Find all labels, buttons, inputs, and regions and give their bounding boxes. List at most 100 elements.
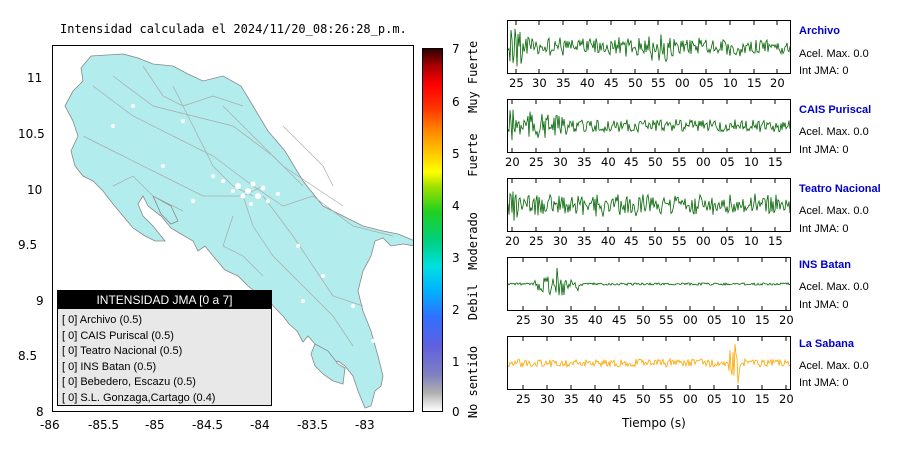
waveform-svg	[508, 100, 790, 152]
colorbar-tick: 5	[452, 147, 460, 161]
waveform-time-tick: 50	[636, 313, 651, 327]
map-ytick: 8.5	[18, 349, 38, 363]
station-name[interactable]: CAIS Puriscal	[799, 104, 872, 116]
legend-item: [ 0] Bebedero, Escazu (0.5)	[62, 376, 196, 388]
waveform-svg	[508, 179, 790, 231]
map-ytick: 8	[36, 405, 44, 419]
waveform-time-tick: 35	[564, 392, 579, 406]
waveform-panel-teatro-nacional[interactable]	[507, 178, 791, 232]
legend-item: [ 0] Teatro Nacional (0.5)	[62, 345, 183, 357]
map-xtick: -85.5	[88, 418, 120, 432]
waveform-time-tick: 35	[556, 76, 571, 90]
map-xtick: -84	[250, 418, 270, 432]
waveform-time-tick: 55	[672, 155, 687, 169]
waveform-time-tick: 40	[601, 155, 616, 169]
colorbar-tick: 4	[452, 199, 460, 213]
waveform-time-tick: 45	[604, 76, 619, 90]
legend-item: [ 0] INS Batan (0.5)	[62, 360, 157, 373]
station-acel: Acel. Max. 0.0	[799, 126, 869, 138]
station-name[interactable]: INS Batan	[799, 259, 851, 271]
waveform-time-tick: 50	[636, 392, 651, 406]
legend-item: [ 0] Archivo (0.5)	[62, 314, 143, 326]
station-name[interactable]: Teatro Nacional	[799, 183, 881, 195]
colorbar-tick: 1	[452, 355, 460, 369]
waveform-time-tick: 00	[683, 392, 698, 406]
station-name[interactable]: La Sabana	[799, 338, 855, 350]
costa-rica-land	[64, 53, 413, 409]
colorbar-tick: 2	[452, 303, 460, 317]
waveform-time-tick: 20	[505, 234, 520, 248]
costa-rica-map-svg	[64, 53, 413, 409]
waveform-svg	[508, 21, 790, 73]
waveform-time-tick: 40	[580, 76, 595, 90]
waveform-time-tick: 40	[601, 234, 616, 248]
colorbar-label: Moderado	[466, 212, 480, 270]
waveform-time-tick: 15	[768, 234, 783, 248]
waveform-time-tick: 40	[588, 392, 603, 406]
legend-item: [ 0] S.L. Gonzaga,Cartago (0.4)	[62, 391, 216, 404]
waveform-time-tick: 25	[509, 76, 524, 90]
waveform-panel-la-sabana[interactable]	[507, 336, 791, 390]
waveform-time-tick: 30	[540, 313, 555, 327]
map-xtick: -83.5	[297, 418, 329, 432]
waveform-time-tick: 05	[707, 392, 722, 406]
colorbar-tick: 6	[452, 95, 460, 109]
waveform-time-tick: 30	[540, 392, 555, 406]
colorbar-label: No sentido	[466, 345, 480, 419]
waveform-trace	[508, 109, 790, 141]
colorbar-label: Debil	[466, 283, 480, 321]
osa-peninsula	[310, 343, 346, 385]
waveform-time-tick: 20	[505, 155, 520, 169]
station-int: Int JMA: 0	[799, 144, 849, 156]
waveform-time-tick: 20	[779, 313, 794, 327]
station-acel: Acel. Max. 0.0	[799, 48, 869, 60]
waveform-time-tick: 05	[699, 76, 714, 90]
waveform-time-tick: 25	[516, 313, 531, 327]
waveform-time-tick: 35	[577, 234, 592, 248]
waveform-time-tick: 45	[612, 392, 627, 406]
waveform-time-tick: 10	[723, 76, 738, 90]
waveform-trace	[508, 343, 790, 384]
waveform-time-tick: 05	[720, 155, 735, 169]
waveform-time-tick: 25	[516, 392, 531, 406]
station-int: Int JMA: 0	[799, 299, 849, 311]
map-ytick: 10	[27, 183, 43, 197]
station-acel: Acel. Max. 0.0	[799, 281, 869, 293]
waveform-time-tick: 45	[624, 234, 639, 248]
intensity-colorbar	[422, 48, 443, 412]
road-network	[82, 65, 394, 347]
station-int: Int JMA: 0	[799, 65, 849, 77]
waveform-time-tick: 25	[529, 155, 544, 169]
waveform-time-tick: 00	[696, 155, 711, 169]
waveform-panel-cais-puriscal[interactable]	[507, 99, 791, 153]
waveform-time-tick: 55	[659, 392, 674, 406]
station-int: Int JMA: 0	[799, 377, 849, 389]
waveform-time-tick: 55	[672, 234, 687, 248]
time-axis-label: Tiempo (s)	[622, 416, 686, 430]
waveform-time-tick: 50	[648, 155, 663, 169]
waveform-time-tick: 45	[624, 155, 639, 169]
waveform-time-tick: 30	[532, 76, 547, 90]
waveform-time-tick: 15	[768, 155, 783, 169]
waveform-trace	[508, 191, 790, 221]
map-xtick: -85	[145, 418, 165, 432]
map-xtick: -84.5	[192, 418, 224, 432]
waveform-panel-ins-batan[interactable]	[507, 257, 791, 311]
waveform-panel-archivo[interactable]	[507, 20, 791, 74]
map-ytick: 10.5	[18, 127, 45, 141]
nicoya-gulf-island	[152, 195, 179, 225]
colorbar-tick: 0	[452, 405, 460, 419]
waveform-time-tick: 20	[770, 76, 785, 90]
waveform-time-tick: 50	[648, 234, 663, 248]
map-title: Intensidad calculada el 2024/11/20_08:26…	[60, 22, 407, 36]
colorbar-label: Fuerte	[466, 133, 480, 177]
station-acel: Acel. Max. 0.0	[799, 360, 869, 372]
waveform-time-tick: 05	[707, 313, 722, 327]
waveform-time-tick: 15	[755, 313, 770, 327]
station-name[interactable]: Archivo	[799, 25, 840, 37]
station-int: Int JMA: 0	[799, 223, 849, 235]
waveform-time-tick: 25	[529, 234, 544, 248]
waveform-time-tick: 45	[612, 313, 627, 327]
colorbar-tick: 3	[452, 251, 460, 265]
station-dots	[111, 104, 375, 343]
